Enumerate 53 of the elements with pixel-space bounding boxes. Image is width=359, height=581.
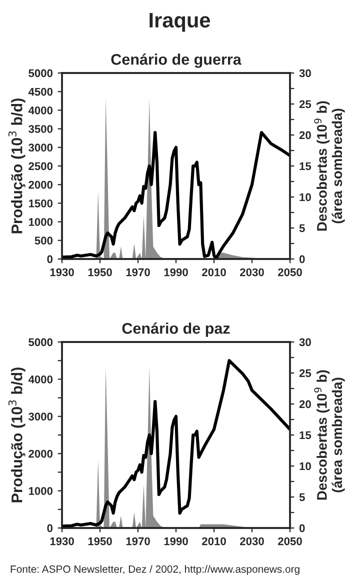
y-tick-label: 4000 (28, 106, 53, 114)
y2-tick-label: 15 (300, 162, 312, 170)
y-tick-label: 5000 (28, 69, 53, 78)
y2-tick-label: 30 (299, 69, 311, 78)
y-tick-label: 1500 (28, 199, 53, 208)
x-tick-label: 1990 (164, 268, 188, 276)
chart-subtitle: Cenário de guerra (111, 53, 242, 68)
y-tick-label: 0 (47, 524, 53, 532)
y-axis-title: Produção (10$^{3}$ b/d) (8, 98, 26, 234)
y-tick-label: 4000 (28, 375, 53, 384)
y-axis-title: Produção (10$^{3}$ b/d) (8, 368, 26, 502)
y2-axis-title: Descobertas (10$^{9}$ b) (área sombreada) (314, 370, 345, 500)
x-tick-label: 1970 (126, 537, 150, 546)
y2-tick-label: 20 (299, 131, 311, 140)
x-tick-label: 1950 (88, 537, 112, 546)
source-note: Fonte: ASPO Newsletter, Dez / 2002, http://www.asponews.org (10, 565, 300, 575)
y-tick-label: 500 (34, 236, 53, 245)
chart-title: Iraque (150, 13, 210, 32)
y2-tick-label: 5 (299, 493, 305, 502)
y-tick-label: 2500 (28, 162, 53, 170)
x-tick-label: 2050 (278, 537, 302, 546)
y2-tick-label: 15 (300, 431, 312, 440)
x-tick-label: 1930 (50, 268, 74, 276)
x-tick-label: 2050 (278, 268, 302, 276)
y-tick-label: 5000 (28, 338, 53, 346)
y-tick-label: 1000 (28, 218, 53, 226)
x-tick-label: 2010 (202, 268, 226, 276)
y-tick-label: 2000 (28, 180, 53, 189)
x-tick-label: 1970 (126, 268, 150, 276)
y2-tick-label: 30 (299, 338, 311, 346)
y-tick-label: 0 (47, 255, 53, 264)
y-tick-label: 3000 (28, 144, 53, 152)
x-tick-label: 2030 (240, 537, 264, 546)
y-tick-label: 2000 (28, 450, 53, 458)
x-tick-label: 2030 (240, 268, 264, 276)
y2-tick-label: 5 (299, 224, 305, 232)
x-tick-label: 1950 (88, 268, 112, 276)
y2-tick-label: 20 (299, 400, 311, 408)
y2-tick-label: 0 (299, 524, 305, 532)
y2-axis-title: Descobertas (10$^{9}$ b) (área sombreada) (314, 101, 345, 231)
y-tick-label: 3000 (28, 412, 53, 421)
y-tick-label: 4500 (28, 88, 53, 96)
y2-tick-label: 10 (300, 462, 311, 470)
y2-tick-label: 0 (299, 255, 305, 264)
y2-tick-label: 25 (299, 100, 312, 108)
y2-tick-label: 25 (299, 369, 312, 378)
y-tick-label: 1000 (28, 487, 53, 495)
y2-tick-label: 10 (300, 193, 311, 202)
x-tick-label: 1990 (164, 537, 188, 546)
x-tick-label: 2010 (202, 537, 226, 546)
chart-title: Cenário de paz (122, 322, 230, 337)
y-tick-label: 3500 (28, 125, 53, 133)
x-tick-label: 1930 (50, 537, 74, 546)
